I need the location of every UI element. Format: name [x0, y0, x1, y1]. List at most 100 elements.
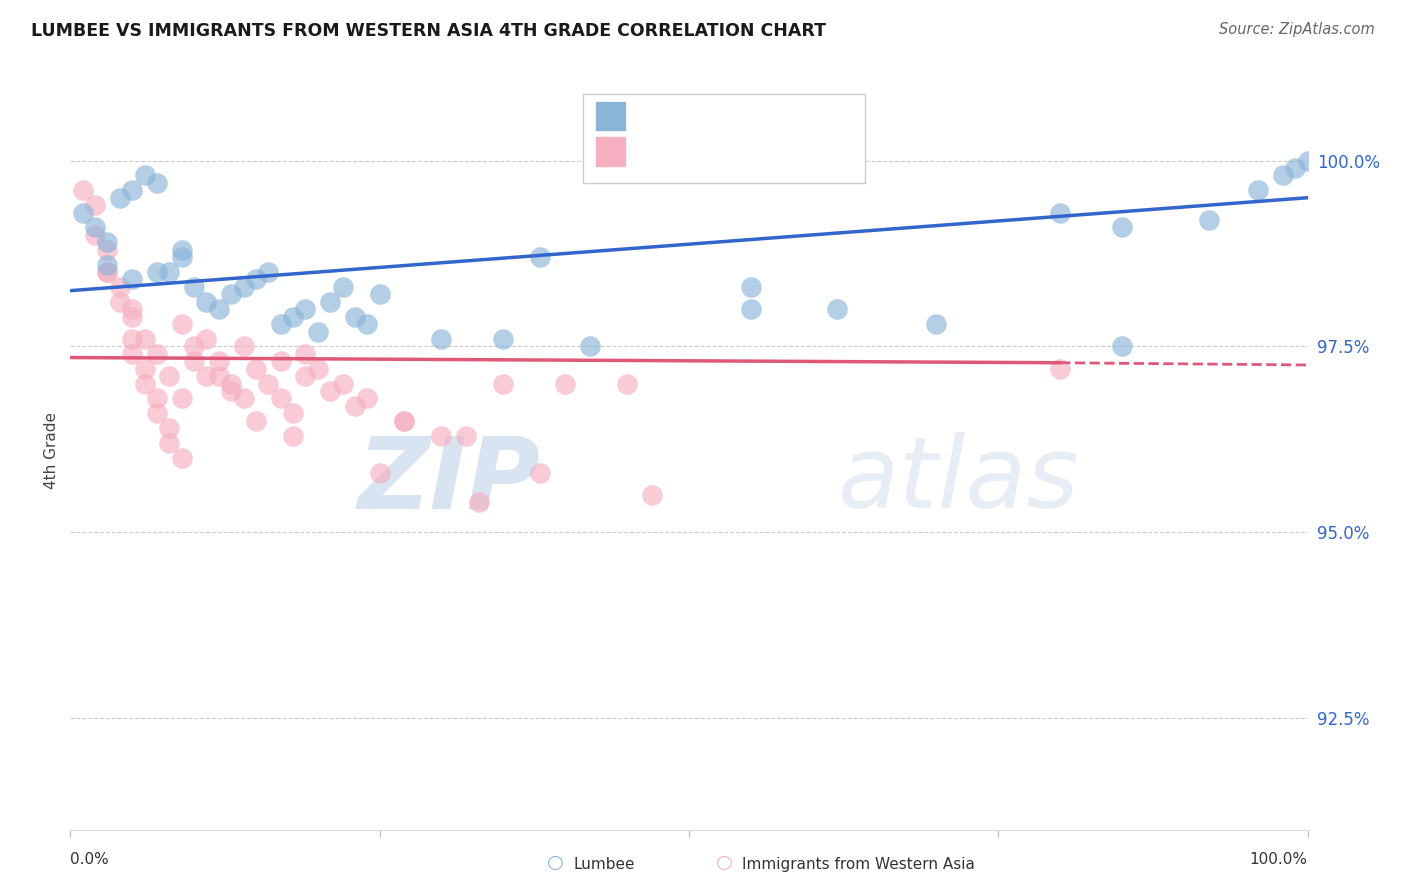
Point [332, 376, 354, 391]
Text: -0.008: -0.008 [679, 143, 744, 161]
Point [121, 302, 143, 317]
Point [134, 332, 156, 346]
Point [356, 392, 378, 406]
Point [245, 272, 267, 286]
Point [121, 183, 143, 197]
Text: ○: ○ [716, 854, 733, 872]
Point [170, 317, 193, 331]
Text: 100.0%: 100.0% [1250, 852, 1308, 867]
Point [208, 302, 231, 317]
Point [467, 495, 489, 509]
Point [394, 414, 416, 428]
Point [219, 384, 242, 398]
Point [108, 294, 131, 309]
Point [319, 294, 342, 309]
Point [307, 325, 329, 339]
Point [1296, 153, 1319, 168]
Point [134, 361, 156, 376]
Point [232, 339, 254, 353]
Point [827, 302, 849, 317]
Point [121, 310, 143, 324]
Point [492, 376, 515, 391]
Point [554, 376, 576, 391]
Point [1284, 161, 1306, 175]
Point [307, 361, 329, 376]
Point [319, 384, 342, 398]
Point [740, 302, 762, 317]
Point [183, 339, 205, 353]
Point [96, 235, 118, 250]
Point [146, 347, 169, 361]
Point [170, 450, 193, 465]
Text: Lumbee: Lumbee [574, 857, 636, 872]
Point [368, 287, 391, 301]
Point [257, 265, 280, 279]
Point [529, 250, 551, 264]
Point [281, 406, 304, 420]
Point [195, 369, 218, 384]
Point [394, 414, 416, 428]
Point [430, 332, 453, 346]
Point [1049, 205, 1071, 219]
Text: 60: 60 [769, 143, 794, 161]
Point [343, 310, 366, 324]
Point [208, 369, 231, 384]
Text: N =: N = [724, 143, 766, 161]
Point [270, 317, 292, 331]
Point [157, 436, 180, 450]
Point [183, 280, 205, 294]
Point [170, 243, 193, 257]
Point [232, 280, 254, 294]
Point [84, 220, 107, 235]
Point [195, 332, 218, 346]
Point [641, 488, 664, 502]
Y-axis label: 4th Grade: 4th Grade [44, 412, 59, 489]
Point [121, 272, 143, 286]
Point [219, 376, 242, 391]
Point [257, 376, 280, 391]
Point [96, 243, 118, 257]
Point [281, 310, 304, 324]
Point [1271, 169, 1294, 183]
Point [170, 250, 193, 264]
Point [1111, 220, 1133, 235]
Point [146, 406, 169, 420]
Point [529, 466, 551, 480]
Point [96, 265, 118, 279]
Point [72, 205, 94, 219]
Text: N =: N = [724, 107, 766, 125]
Point [616, 376, 638, 391]
Point [332, 280, 354, 294]
Point [430, 428, 453, 442]
Point [343, 399, 366, 413]
Point [157, 369, 180, 384]
Text: Immigrants from Western Asia: Immigrants from Western Asia [742, 857, 976, 872]
Point [294, 347, 316, 361]
Point [740, 280, 762, 294]
Text: Source: ZipAtlas.com: Source: ZipAtlas.com [1219, 22, 1375, 37]
Point [146, 176, 169, 190]
Point [270, 354, 292, 368]
Text: atlas: atlas [838, 433, 1078, 529]
Point [1111, 339, 1133, 353]
Point [96, 258, 118, 272]
Point [108, 280, 131, 294]
Point [146, 392, 169, 406]
Point [579, 339, 602, 353]
Point [270, 392, 292, 406]
Point [121, 332, 143, 346]
Point [84, 227, 107, 242]
Point [456, 428, 478, 442]
Text: 0.139: 0.139 [679, 107, 735, 125]
Point [134, 376, 156, 391]
Point [108, 191, 131, 205]
Point [281, 428, 304, 442]
Point [146, 265, 169, 279]
Point [245, 361, 267, 376]
Text: 45: 45 [769, 107, 794, 125]
Point [1247, 183, 1270, 197]
Point [245, 414, 267, 428]
Point [157, 265, 180, 279]
Point [183, 354, 205, 368]
Point [492, 332, 515, 346]
